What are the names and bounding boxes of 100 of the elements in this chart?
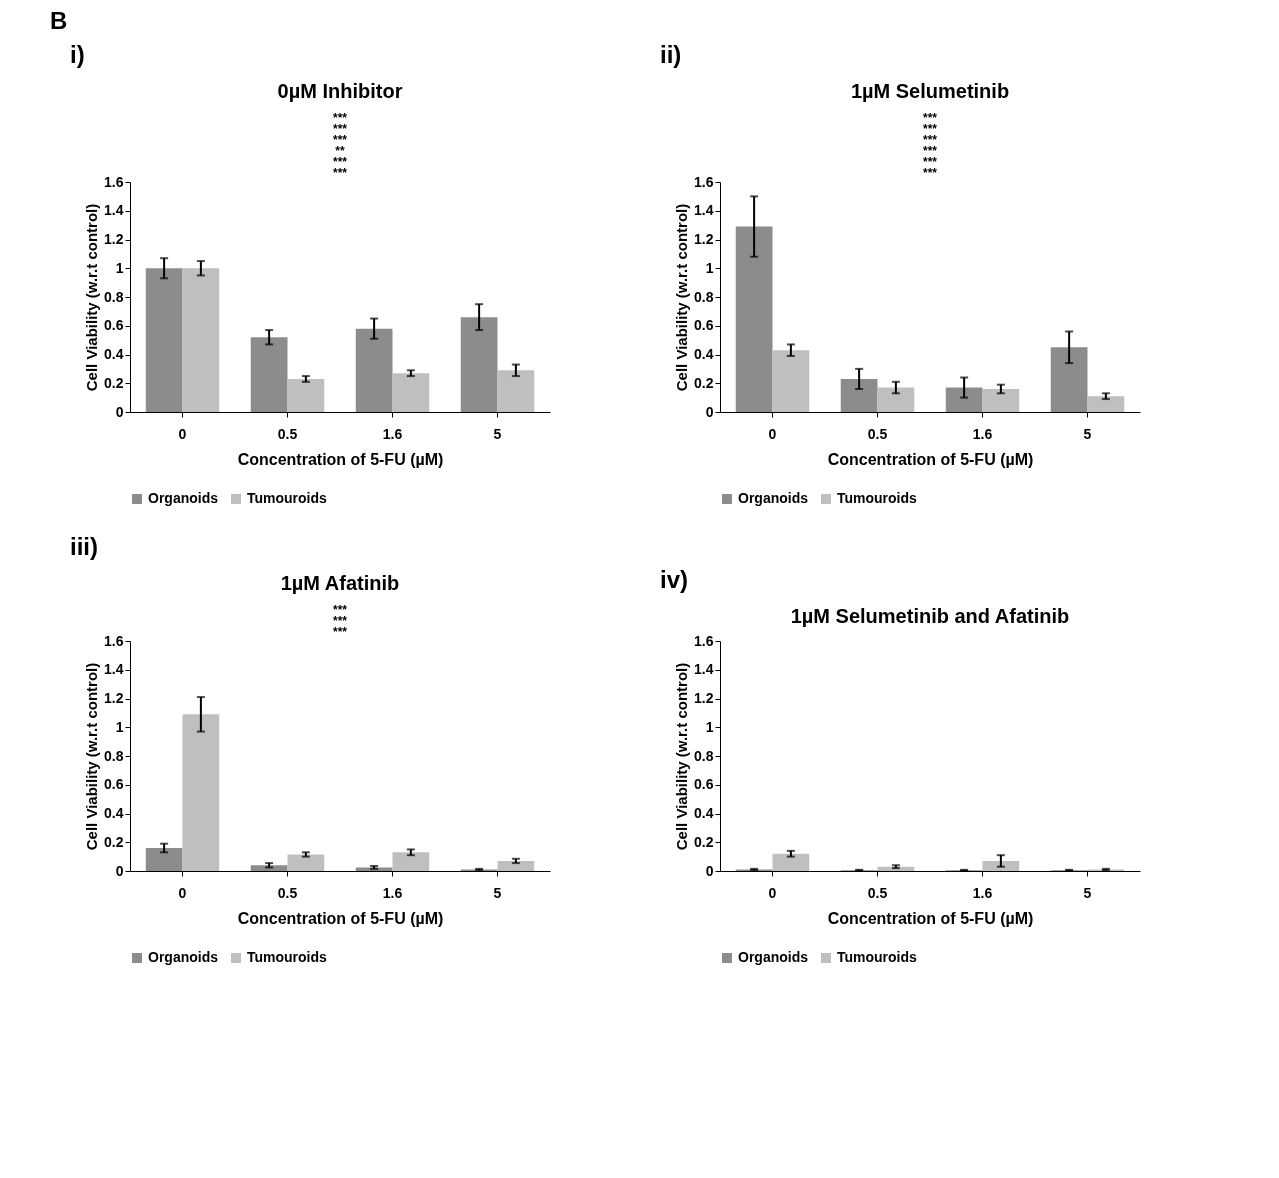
y-tick-label: 1 [115,259,124,276]
bar [392,852,430,871]
bar [1087,396,1125,412]
text: *** [922,144,938,158]
y-tick-label: 0.6 [104,317,124,334]
y-tick-label: 0.8 [104,747,124,764]
y-tick-label: 0 [115,862,124,879]
y-tick-label: 1.4 [694,202,714,219]
text: *** [332,166,348,180]
y-tick-label: 0.8 [104,288,124,305]
legend-label: Organoids [738,949,809,965]
bar [497,370,535,412]
y-tick-label: 0.4 [694,346,714,362]
bar [497,860,535,871]
x-axis-title: Concentration of 5-FU (µM) [827,909,1034,927]
y-tick-label: 1.2 [694,231,714,247]
y-tick-label: 0.2 [104,374,124,391]
bar [287,378,325,412]
bar [250,865,288,871]
bar [182,268,220,412]
text: *** [922,122,938,136]
y-axis-title: Cell Viability (w.r.t control) [673,203,691,392]
text: ii) [660,41,682,68]
y-axis-title: Cell Viability (w.r.t control) [673,662,691,851]
bar [945,387,983,412]
text: *** [922,166,938,180]
text: *** [332,111,348,125]
text: i) [70,41,85,68]
y-tick-label: 0.2 [104,833,124,850]
chart-title: 1µM Afatinib [280,572,400,594]
y-tick-label: 1.2 [694,690,714,706]
x-axis-title: Concentration of 5-FU (µM) [237,450,444,468]
x-tick-label: 1.6 [972,884,993,901]
y-tick-label: 1.2 [104,690,124,706]
bar [982,389,1020,412]
bar [145,268,183,412]
x-axis-title: Concentration of 5-FU (µM) [827,450,1034,468]
x-tick-label: 5 [1083,884,1092,901]
legend-label: Organoids [148,490,219,506]
text: *** [922,155,938,169]
x-tick-label: 0.5 [277,884,298,901]
x-tick-label: 5 [493,884,502,901]
text: *** [922,133,938,147]
bar [772,350,810,412]
y-tick-label: 1.2 [104,231,124,247]
text: *** [332,614,348,628]
bar [735,226,773,412]
x-tick-label: 0 [768,884,777,901]
legend-label: Tumouroids [837,490,918,506]
y-tick-label: 1.6 [104,632,124,649]
y-tick-label: 1.4 [104,661,124,678]
bar [250,337,288,412]
text: *** [332,122,348,136]
legend-label: Organoids [148,949,219,965]
y-tick-label: 0.8 [694,747,714,764]
y-tick-label: 1 [705,259,714,276]
text: *** [332,603,348,617]
y-tick-label: 0 [705,403,714,420]
y-tick-label: 1.6 [694,632,714,649]
text: ** [335,144,345,158]
y-tick-label: 0.2 [694,833,714,850]
x-tick-label: 5 [493,425,502,442]
x-axis-title: Concentration of 5-FU (µM) [237,909,444,927]
text: iv) [660,566,689,593]
x-tick-label: 0.5 [867,884,888,901]
bar [355,328,393,412]
x-tick-label: 1.6 [382,425,403,442]
y-tick-label: 1 [115,718,124,735]
text: *** [332,155,348,169]
x-tick-label: 0 [178,884,187,901]
bar [460,317,498,412]
y-tick-label: 0.4 [104,346,124,362]
bar [1050,347,1088,412]
bar [840,378,878,412]
y-tick-label: 1 [705,718,714,735]
bar [877,387,915,412]
y-tick-label: 0.6 [104,776,124,793]
y-tick-label: 0 [705,862,714,879]
chart-title: 0µM Inhibitor [277,80,403,102]
y-tick-label: 1.6 [694,173,714,190]
text: iii) [70,533,98,560]
bar [287,854,325,871]
x-tick-label: 0 [768,425,777,442]
text: B [50,7,68,34]
text: *** [922,111,938,125]
y-tick-label: 1.4 [104,202,124,219]
x-tick-label: 0 [178,425,187,442]
y-tick-label: 1.6 [104,173,124,190]
x-tick-label: 1.6 [382,884,403,901]
text: *** [332,133,348,147]
y-tick-label: 0.8 [694,288,714,305]
x-tick-label: 0.5 [867,425,888,442]
chart-title: 1µM Selumetinib and Afatinib [790,605,1070,627]
x-tick-label: 5 [1083,425,1092,442]
y-tick-label: 0.2 [694,374,714,391]
y-axis-title: Cell Viability (w.r.t control) [83,662,101,851]
y-tick-label: 0.4 [104,805,124,821]
text: *** [332,625,348,639]
legend-label: Tumouroids [837,949,918,965]
chart-title: 1µM Selumetinib [850,80,1010,102]
